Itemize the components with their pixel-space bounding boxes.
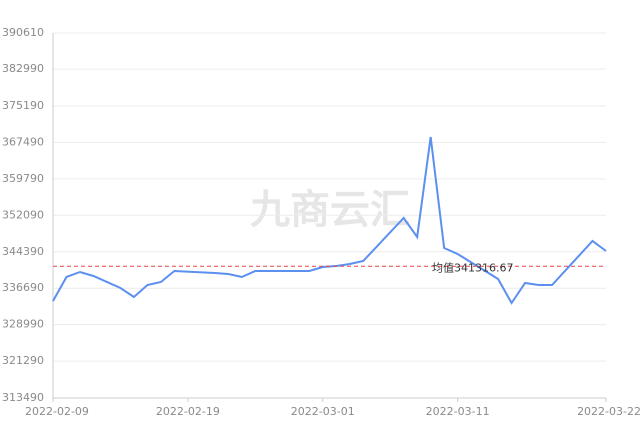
mean-label: 均值341316.67 (432, 261, 514, 274)
y-tick-label: 313490 (2, 391, 44, 404)
y-tick-label: 382990 (2, 62, 44, 75)
y-tick-label: 328990 (2, 318, 44, 331)
y-tick-label: 359790 (2, 172, 44, 185)
x-tick-label: 2022-03-01 (291, 405, 355, 418)
y-tick-label: 390610 (2, 26, 44, 39)
x-tick-label: 2022-02-19 (156, 405, 220, 418)
watermark: 九商云汇 (250, 187, 410, 233)
y-tick-label: 352090 (2, 208, 44, 221)
y-tick-label: 367490 (2, 135, 44, 148)
x-tick-label: 2022-03-22 (577, 405, 641, 418)
y-tick-label: 321290 (2, 354, 44, 367)
x-tick-label: 2022-02-09 (25, 405, 89, 418)
x-tick-label: 2022-03-11 (426, 405, 490, 418)
y-tick-label: 336690 (2, 281, 44, 294)
y-tick-label: 344390 (2, 245, 44, 258)
y-tick-label: 375190 (2, 99, 44, 112)
